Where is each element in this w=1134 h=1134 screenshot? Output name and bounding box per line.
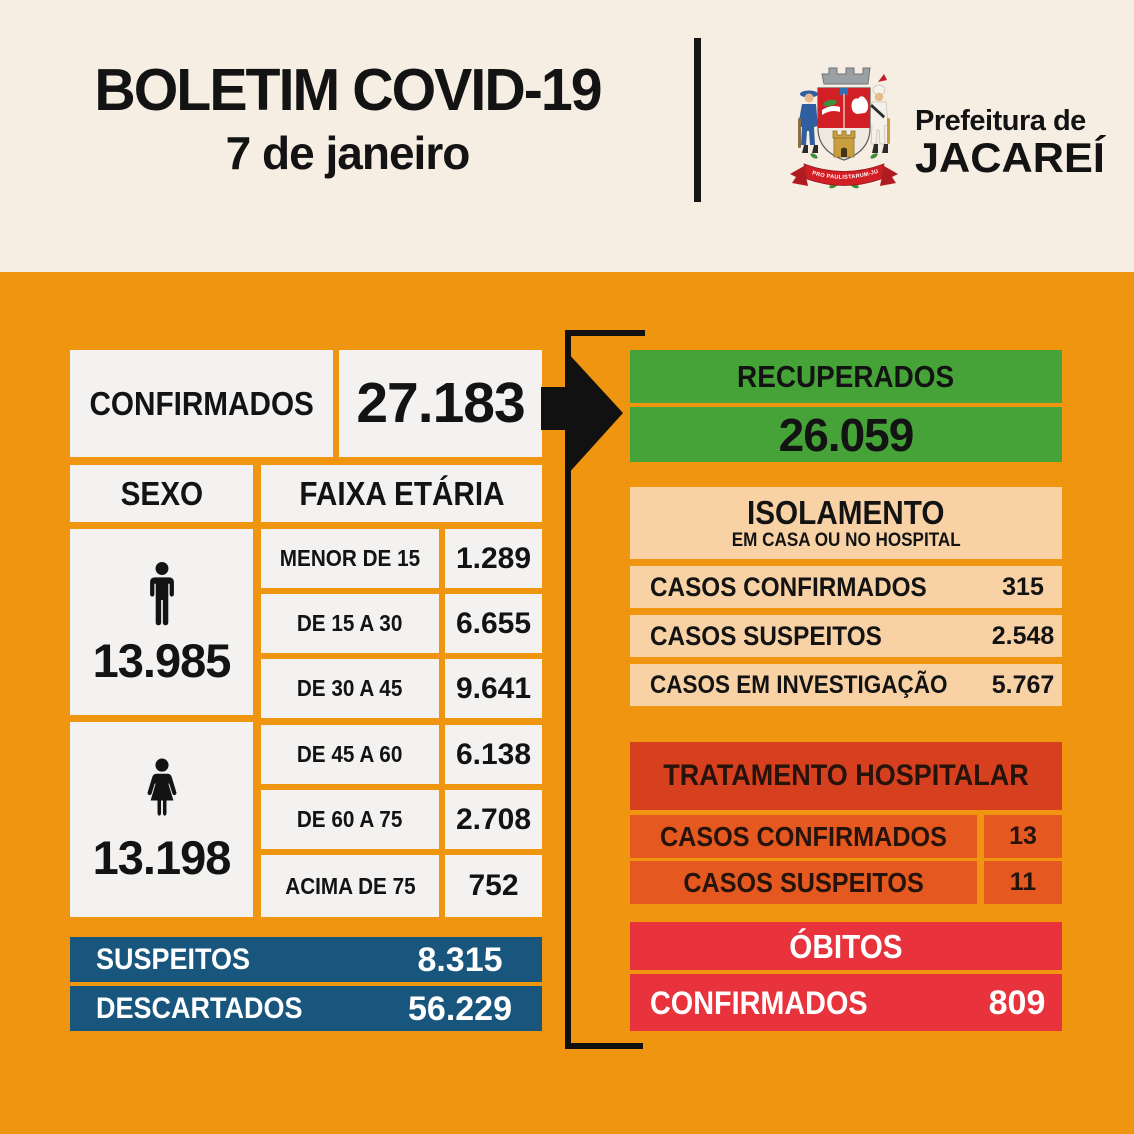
isolamento-subtitle: EM CASA OU NO HOSPITAL: [731, 530, 961, 551]
bulletin-date: 7 de janeiro: [225, 126, 471, 179]
age-row-label: DE 45 A 60: [261, 725, 439, 784]
age-row-label: DE 15 A 30: [261, 594, 439, 653]
confirmados-label: CONFIRMADOS: [89, 385, 314, 422]
isolamento-row-label: CASOS SUSPEITOS: [630, 615, 997, 657]
isolamento-header-box: ISOLAMENTO EM CASA OU NO HOSPITAL: [630, 487, 1062, 559]
title-block: BOLETIM COVID-19 7 de janeiro: [55, 57, 640, 180]
tratamento-row-value: 11: [984, 861, 1062, 904]
sexo-header-box: SEXO: [70, 465, 253, 522]
isolamento-row-value: 315: [984, 566, 1062, 608]
age-row-value: 1.289: [445, 529, 542, 588]
isolamento-row-label: CASOS EM INVESTIGAÇÃO: [630, 664, 997, 706]
age-row-value: 2.708: [445, 790, 542, 849]
age-row-label: DE 60 A 75: [261, 790, 439, 849]
suspeitos-value-box: 8.315: [378, 937, 542, 982]
descartados-value-box: 56.229: [378, 986, 542, 1031]
suspeitos-label-box: SUSPEITOS: [70, 937, 399, 982]
age-row-value: 752: [445, 855, 542, 917]
connector-bracket-top: [565, 330, 645, 336]
isolamento-title: ISOLAMENTO: [747, 494, 945, 531]
isolamento-row-value: 5.767: [984, 664, 1062, 706]
descartados-label-box: DESCARTADOS: [70, 986, 399, 1031]
confirmados-value: 27.183: [356, 371, 525, 435]
age-row-label: ACIMA DE 75: [261, 855, 439, 917]
org-name-line1: Prefeitura de: [915, 105, 1086, 137]
recuperados-value-box: 26.059: [630, 407, 1062, 462]
isolamento-row-value: 2.548: [984, 615, 1062, 657]
right-supporter-figure: [867, 74, 890, 153]
header-divider: [694, 38, 701, 202]
age-row-label: DE 30 A 45: [261, 659, 439, 718]
obitos-row-label: CONFIRMADOS: [630, 974, 986, 1031]
obitos-row-value: 809: [972, 974, 1062, 1031]
faixa-etaria-header: FAIXA ETÁRIA: [298, 475, 505, 512]
tratamento-row-label: CASOS SUSPEITOS: [630, 861, 977, 904]
age-row-value: 6.655: [445, 594, 542, 653]
org-name-block: Prefeitura de JACAREÍ: [915, 105, 1105, 181]
confirmados-value-box: 27.183: [339, 350, 542, 457]
female-count: 13.198: [92, 831, 232, 884]
age-row-label: MENOR DE 15: [261, 529, 439, 588]
arrow-right-icon: [541, 352, 623, 475]
sexo-header: SEXO: [120, 475, 203, 512]
sexo-male-box: 13.985: [70, 529, 253, 715]
female-person-icon: [147, 758, 176, 816]
connector-bracket-bottom: [565, 1043, 643, 1049]
tratamento-row-label: CASOS CONFIRMADOS: [630, 815, 977, 858]
confirmados-label-box: CONFIRMADOS: [70, 350, 333, 457]
recuperados-header-box: RECUPERADOS: [630, 350, 1062, 403]
tratamento-header-box: TRATAMENTO HOSPITALAR: [630, 742, 1062, 810]
male-count: 13.985: [92, 633, 232, 687]
sexo-female-box: 13.198: [70, 722, 253, 917]
jacarei-coat-of-arms-icon: PRO PAULISTARUM-JURE-ET-HONORE: [778, 56, 898, 189]
male-person-icon: [149, 561, 174, 625]
age-row-value: 9.641: [445, 659, 542, 718]
isolamento-row-label: CASOS CONFIRMADOS: [630, 566, 997, 608]
obitos-header-box: ÓBITOS: [630, 922, 1062, 970]
page-title: BOLETIM COVID-19: [94, 57, 602, 123]
age-row-value: 6.138: [445, 725, 542, 784]
header-band: BOLETIM COVID-19 7 de janeiro: [0, 0, 1134, 272]
tratamento-row-value: 13: [984, 815, 1062, 858]
connector-bracket-vertical: [565, 330, 571, 1049]
org-name-line2: JACAREÍ: [915, 134, 1105, 182]
left-supporter-figure: [798, 90, 818, 153]
faixa-etaria-header-box: FAIXA ETÁRIA: [261, 465, 542, 522]
